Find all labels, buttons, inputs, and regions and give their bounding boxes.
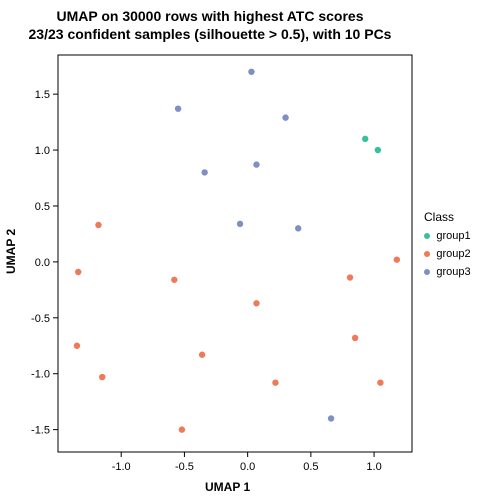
data-point bbox=[74, 343, 80, 349]
data-point bbox=[171, 277, 177, 283]
y-tick-label: 0.0 bbox=[35, 257, 50, 269]
data-point bbox=[295, 225, 301, 231]
y-tick-label: 1.0 bbox=[35, 145, 50, 157]
y-axis-label: UMAP 2 bbox=[4, 228, 18, 273]
data-point bbox=[179, 426, 185, 432]
data-point bbox=[394, 256, 400, 262]
data-point bbox=[95, 222, 101, 228]
legend-title: Class bbox=[424, 210, 454, 224]
x-tick-label: 0.5 bbox=[303, 461, 318, 473]
x-tick-label: 0.0 bbox=[240, 461, 255, 473]
data-point bbox=[237, 221, 243, 227]
data-point bbox=[253, 300, 259, 306]
data-point bbox=[199, 352, 205, 358]
data-point bbox=[282, 114, 288, 120]
data-point bbox=[75, 269, 81, 275]
data-point bbox=[375, 147, 381, 153]
legend-swatch-icon bbox=[424, 233, 430, 239]
legend-item-group1: group1 bbox=[424, 230, 471, 242]
legend-label: group2 bbox=[436, 248, 470, 260]
data-point bbox=[328, 415, 334, 421]
data-point bbox=[253, 161, 259, 167]
data-point bbox=[362, 136, 368, 142]
umap-chart: UMAP on 30000 rows with highest ATC scor… bbox=[0, 0, 504, 504]
x-tick-label: -1.0 bbox=[112, 461, 131, 473]
data-point bbox=[201, 169, 207, 175]
y-tick-label: 1.5 bbox=[35, 89, 50, 101]
legend-item-group2: group2 bbox=[424, 248, 471, 260]
legend-label: group1 bbox=[436, 230, 470, 242]
data-point bbox=[352, 335, 358, 341]
y-tick-label: -1.5 bbox=[31, 425, 50, 437]
data-point bbox=[248, 69, 254, 75]
y-tick-label: 0.5 bbox=[35, 201, 50, 213]
data-point bbox=[347, 274, 353, 280]
data-point bbox=[99, 374, 105, 380]
legend-item-group3: group3 bbox=[424, 266, 471, 278]
x-tick-label: -0.5 bbox=[175, 461, 194, 473]
legend-label: group3 bbox=[436, 266, 470, 278]
data-point bbox=[272, 379, 278, 385]
legend-swatch-icon bbox=[424, 251, 430, 257]
legend-swatch-icon bbox=[424, 269, 430, 275]
data-point bbox=[175, 105, 181, 111]
x-tick-label: 1.0 bbox=[366, 461, 381, 473]
y-tick-label: -1.0 bbox=[31, 369, 50, 381]
data-point bbox=[377, 379, 383, 385]
y-tick-label: -0.5 bbox=[31, 313, 50, 325]
x-axis-label: UMAP 1 bbox=[205, 480, 250, 494]
